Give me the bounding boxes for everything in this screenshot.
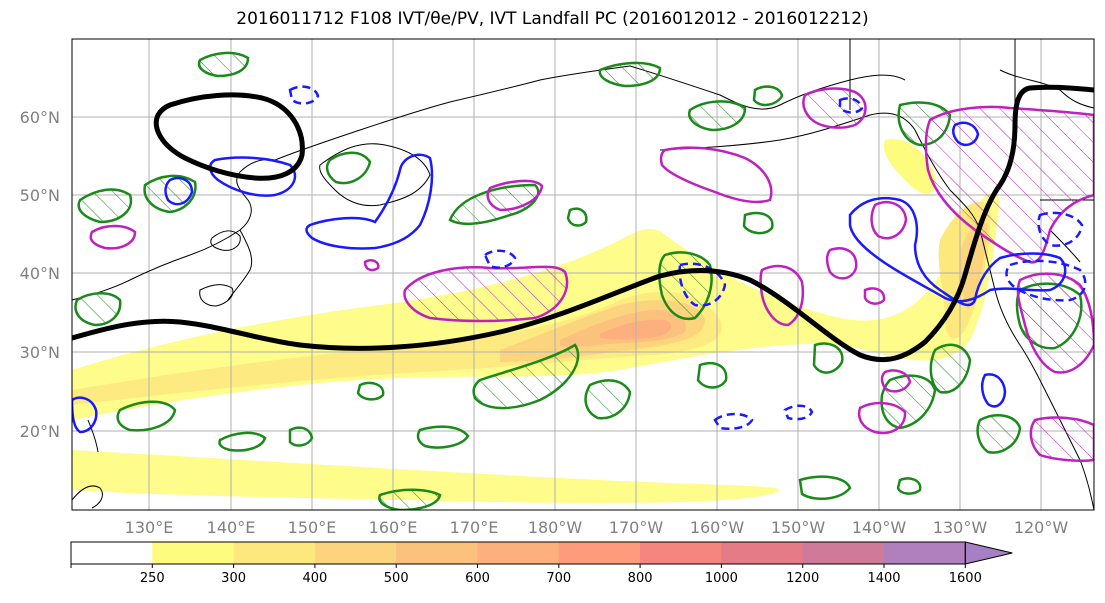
colorbar-tick-label: 300 [221,571,246,586]
lon-label: 170°E [450,518,499,537]
lon-label: 160°W [690,518,745,537]
colorbar-segment [71,542,153,564]
blue-contours [72,121,1067,434]
colorbar-tick-label: 800 [628,571,653,586]
colorbar-segment [152,542,235,564]
lon-label: 180°W [528,518,583,537]
lon-label: 160°E [369,518,418,537]
colorbar-tick-label: 1600 [949,571,982,586]
lat-label: 50°N [20,186,60,205]
colorbar-segment [558,542,641,564]
colorbar-tick-label: 400 [302,571,327,586]
lon-label: 130°W [933,518,988,537]
longitude-labels: 130°E 140°E 150°E 160°E 170°E 180°W 170°… [125,518,1069,537]
colorbar-tick-label: 500 [384,571,409,586]
map-border [71,38,1095,511]
latitude-labels: 60°N 50°N 40°N 30°N 20°N [20,108,60,441]
lat-label: 30°N [20,343,60,362]
green-outline-contours [116,85,922,501]
lat-label: 60°N [20,108,60,127]
colorbar-segment [477,542,560,564]
colorbar-tick-label: 600 [465,571,490,586]
lon-label: 130°E [125,518,174,537]
lon-label: 140°W [852,518,907,537]
colorbar-tick-label: 700 [546,571,571,586]
lon-label: 150°E [288,518,337,537]
lon-label: 150°W [771,518,826,537]
lon-label: 120°W [1014,518,1069,537]
colorbar-segment [802,542,885,564]
blue-dashed-contours [288,85,1087,430]
map-title: 2016011712 F108 IVT/θe/PV, IVT Landfall … [236,9,869,29]
lon-label: 140°E [207,518,256,537]
colorbar-segment [640,542,722,564]
magenta-outline-contours [89,146,912,435]
black-thick-contours [72,84,1094,363]
colorbar-outline [70,541,966,565]
colorbar-segment [233,542,316,564]
colorbar-tick-label: 250 [140,571,165,586]
lat-label: 40°N [20,264,60,283]
colorbar-tick-label: 1400 [867,571,900,586]
colorbar-extend-arrow [964,541,1013,565]
colorbar-segment [884,542,966,564]
map-panel [72,39,1094,510]
lat-label: 20°N [20,422,60,441]
colorbar-tick-label: 1000 [705,571,738,586]
lon-label: 170°W [609,518,664,537]
colorbar-segment [314,542,397,564]
colorbar: 250 300 400 500 600 700 800 1000 1200 1400 1600 [70,541,1013,586]
colorbar-segment [721,542,804,564]
colorbar-tick-label: 1200 [786,571,819,586]
colorbar-segment [396,542,478,564]
